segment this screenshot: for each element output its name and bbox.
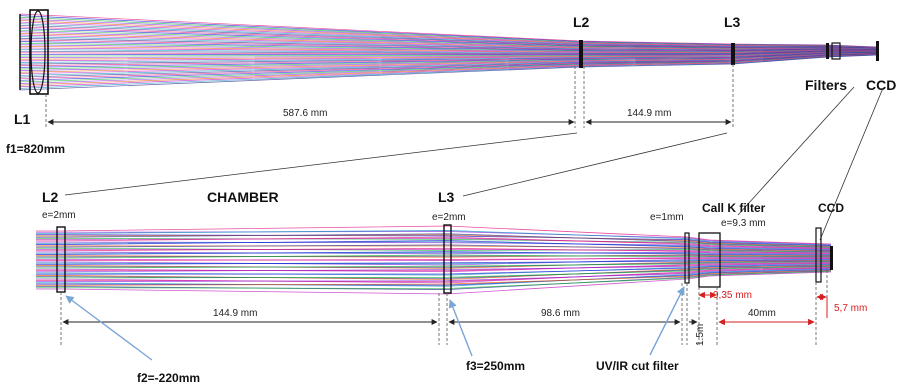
lens-l3-top <box>731 43 735 65</box>
lens-l1 <box>19 9 49 95</box>
bottom-label-f3: f3=250mm <box>466 359 525 373</box>
top-label-l1: L1 <box>14 111 31 127</box>
ccd-bottom <box>815 227 833 283</box>
bottom-label-l2: L2 <box>42 189 59 205</box>
top-ray-bundle <box>19 13 879 91</box>
bottom-dim-40: 40mm <box>748 308 776 319</box>
top-label-filters: Filters <box>805 77 847 93</box>
top-guides <box>45 64 734 128</box>
bottom-label-f2: f2=-220mm <box>137 371 200 385</box>
top-label-l2: L2 <box>573 14 590 30</box>
filters-top <box>826 42 841 60</box>
bottom-dim-1-5: 1.5m <box>695 324 706 346</box>
ccd-top <box>876 41 879 61</box>
bottom-dim-144: 144.9 mm <box>213 308 257 319</box>
bottom-ray-bundle <box>36 225 832 295</box>
pointer-arrows <box>65 286 685 361</box>
top-label-ccd: CCD <box>866 77 896 93</box>
bottom-label-l3: L3 <box>438 189 455 205</box>
bottom-e-l3: e=2mm <box>432 212 466 223</box>
bottom-e-l2: e=2mm <box>42 210 76 221</box>
zoom-connector-lines <box>64 86 884 241</box>
bottom-e-uv: e=1mm <box>650 212 684 223</box>
bottom-dim-98: 98.6 mm <box>541 308 580 319</box>
bottom-dim-57: 5,7 mm <box>834 303 867 314</box>
bottom-label-chamber: CHAMBER <box>207 189 279 205</box>
bottom-label-callk: Call K filter <box>702 201 766 215</box>
lens-l2-top <box>579 40 583 68</box>
bottom-dim-935: 9,35 mm <box>713 290 752 301</box>
top-dim-144: 144.9 mm <box>627 108 671 119</box>
top-dim-587: 587.6 mm <box>283 108 327 119</box>
bottom-label-ccd: CCD <box>818 201 844 215</box>
bottom-e-callk: e=9.3 mm <box>721 218 766 229</box>
callk-filter <box>698 232 721 288</box>
lens-l3-bottom <box>443 224 452 294</box>
top-label-f1: f1=820mm <box>6 142 65 156</box>
bottom-label-uvir: UV/IR cut filter <box>596 359 679 373</box>
top-label-l3: L3 <box>724 14 741 30</box>
